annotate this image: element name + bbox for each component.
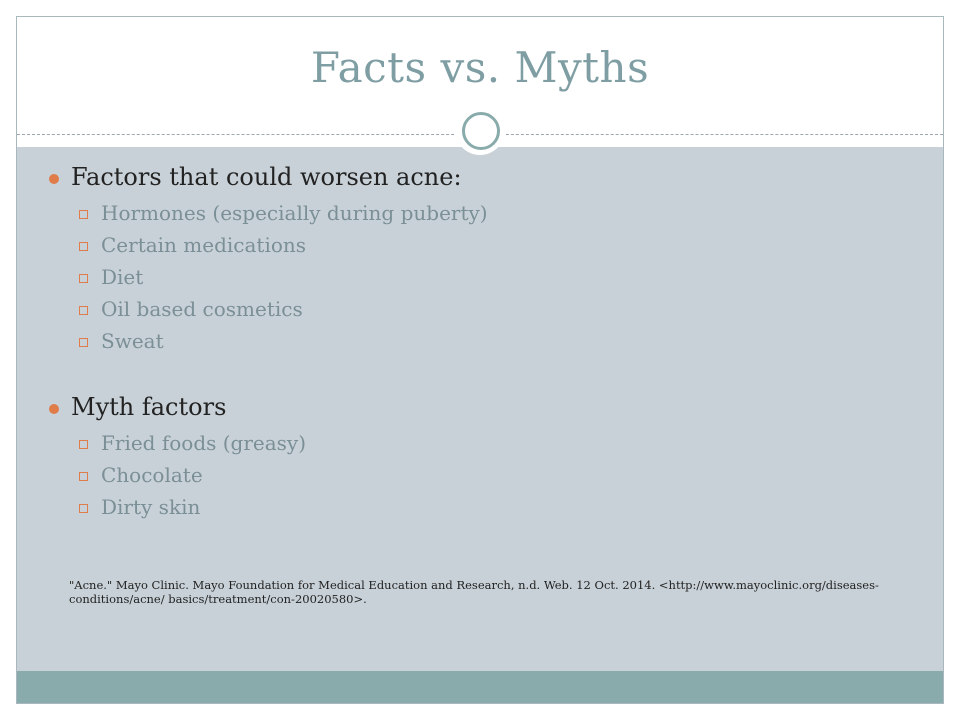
square-bullet-icon — [79, 440, 88, 449]
square-bullet-icon — [79, 504, 88, 513]
footer-band — [17, 671, 943, 703]
slide: Facts vs. Myths Factors that could worse… — [16, 16, 944, 704]
section-heading-text: Factors that could worsen acne: — [71, 163, 462, 191]
square-bullet-icon — [79, 306, 88, 315]
list-item-text: Fried foods (greasy) — [101, 431, 307, 455]
list-item: Oil based cosmetics — [79, 297, 303, 321]
section-heading-worsen: Factors that could worsen acne: — [49, 163, 462, 191]
content-area — [17, 147, 943, 671]
list-item: Sweat — [79, 329, 164, 353]
list-item-text: Hormones (especially during puberty) — [101, 201, 488, 225]
slide-title: Facts vs. Myths — [310, 43, 650, 92]
list-item: Dirty skin — [79, 495, 201, 519]
list-item: Hormones (especially during puberty) — [79, 201, 488, 225]
list-item-text: Oil based cosmetics — [101, 297, 303, 321]
list-item-text: Certain medications — [101, 233, 307, 257]
square-bullet-icon — [79, 242, 88, 251]
list-item-text: Dirty skin — [101, 495, 201, 519]
list-item-text: Sweat — [101, 329, 164, 353]
section-heading-text: Myth factors — [71, 393, 227, 421]
list-item: Certain medications — [79, 233, 307, 257]
square-bullet-icon — [79, 472, 88, 481]
section-heading-myths: Myth factors — [49, 393, 227, 421]
list-item: Diet — [79, 265, 144, 289]
list-item-text: Diet — [101, 265, 144, 289]
ring-decoration-icon — [462, 112, 500, 150]
list-item-text: Chocolate — [101, 463, 203, 487]
square-bullet-icon — [79, 210, 88, 219]
list-item: Fried foods (greasy) — [79, 431, 307, 455]
citation: "Acne." Mayo Clinic. Mayo Foundation for… — [69, 578, 909, 606]
bullet-dot-icon — [49, 174, 59, 184]
bullet-dot-icon — [49, 404, 59, 414]
citation-line: "Acne." Mayo Clinic. Mayo Foundation for… — [69, 578, 879, 592]
square-bullet-icon — [79, 338, 88, 347]
list-item: Chocolate — [79, 463, 203, 487]
square-bullet-icon — [79, 274, 88, 283]
citation-line: conditions/acne/ basics/treatment/con-20… — [69, 592, 367, 606]
